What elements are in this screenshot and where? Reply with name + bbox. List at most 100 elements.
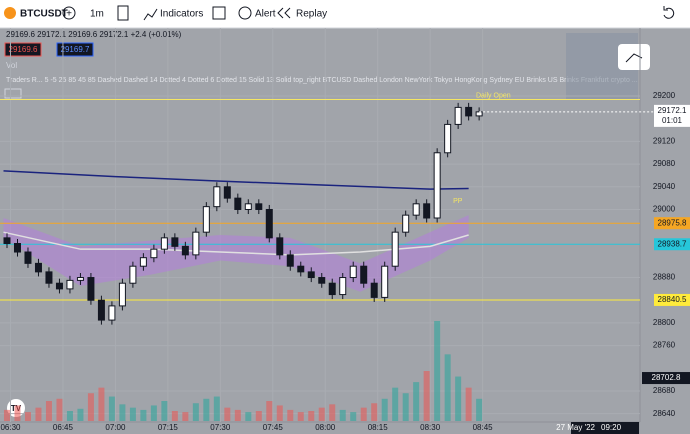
- alert[interactable]: Alert: [255, 9, 276, 20]
- crosshair-time: 09:20: [601, 423, 622, 432]
- crosshair-price: 28702.8: [652, 373, 681, 382]
- candle-body: [402, 214, 410, 233]
- volume-legend: Vol: [6, 61, 17, 70]
- price-badge: [654, 238, 690, 251]
- volume-bar: [77, 408, 84, 421]
- volume-bar: [476, 398, 483, 421]
- interval[interactable]: 1m: [90, 9, 104, 20]
- y-tick-label: 29080: [653, 159, 676, 168]
- candle-body: [454, 106, 462, 125]
- candle-body: [297, 265, 305, 273]
- volume-bar: [465, 387, 472, 421]
- candle-body: [265, 208, 273, 239]
- candle-body: [234, 197, 242, 210]
- replay-icon: [277, 7, 291, 19]
- collapse-legend[interactable]: [4, 88, 22, 99]
- volume-bar: [423, 371, 430, 421]
- candle-body: [328, 282, 336, 296]
- candle-body: [339, 277, 347, 296]
- drawing-tool[interactable]: [618, 44, 650, 70]
- replay[interactable]: Replay: [296, 9, 327, 20]
- indicator-line: [3, 231, 469, 256]
- price-badge: [654, 217, 690, 230]
- add-symbol[interactable]: [62, 6, 76, 20]
- volume-bar: [444, 354, 451, 421]
- crosshair-time-badge: [571, 422, 640, 434]
- volume-bar: [98, 387, 105, 421]
- layout-icon[interactable]: [212, 6, 226, 20]
- candle-body: [66, 279, 74, 290]
- volume-bar: [329, 404, 336, 421]
- volume-bar: [45, 401, 52, 421]
- volume-bar: [192, 403, 199, 421]
- symbol-icon[interactable]: [4, 7, 16, 19]
- indicator-legend: Traders R... 5 -5 25 85 45 85 Dashed Das…: [6, 77, 638, 84]
- volume-bar: [350, 412, 357, 421]
- level-name: Daily Open: [476, 92, 511, 99]
- candle-body: [307, 271, 315, 279]
- candle-body: [276, 237, 284, 256]
- volume-bar: [381, 398, 388, 421]
- alert-icon: [238, 6, 252, 20]
- volume-bar: [56, 398, 63, 421]
- volume-bar: [318, 407, 325, 421]
- candle-body: [3, 237, 11, 245]
- bid: 29169.6: [9, 45, 38, 54]
- candle-body: [118, 282, 126, 307]
- candle-body: [360, 265, 368, 284]
- candle-body: [475, 111, 483, 117]
- candle-body: [444, 123, 452, 154]
- candle-body: [150, 248, 158, 259]
- volume-bar: [224, 407, 231, 421]
- x-tick-label: 08:45: [473, 423, 494, 432]
- volume-bar: [392, 387, 399, 421]
- x-tick-label: 06:45: [53, 423, 74, 432]
- volume-bar: [108, 396, 115, 421]
- indicators[interactable]: Indicators: [160, 9, 203, 20]
- toolbar: [0, 0, 690, 28]
- volume-bar: [413, 382, 420, 421]
- volume-bar: [3, 409, 10, 421]
- last-price-badge: [654, 104, 690, 127]
- y-tick-label: 28640: [653, 409, 676, 418]
- candle-body: [181, 245, 189, 256]
- candle-body: [423, 203, 431, 219]
- volume-bar: [140, 409, 147, 421]
- ohlc: 29169.6 29172.1 29169.6 29172.1 +2.4 (+0…: [6, 30, 182, 39]
- x-tick-label: 07:30: [210, 423, 231, 432]
- bid-box[interactable]: [4, 42, 42, 57]
- chart-type[interactable]: [117, 5, 129, 21]
- y-tick-label: 28760: [653, 341, 676, 350]
- candle-body: [286, 254, 294, 267]
- candle-body: [129, 265, 137, 284]
- candle-body: [55, 282, 63, 290]
- ask-box[interactable]: [56, 42, 94, 57]
- volume-bar: [129, 407, 136, 421]
- candle-body: [108, 305, 116, 321]
- volume-bar: [434, 321, 441, 421]
- candle-body: [76, 277, 84, 281]
- undo-icon[interactable]: [663, 6, 675, 19]
- crosshair-date: 27 May '22: [556, 423, 595, 432]
- drawing-icon: [625, 53, 643, 63]
- volume-bar: [266, 401, 273, 421]
- x-tick-label: 08:15: [368, 423, 389, 432]
- candle-body: [171, 237, 179, 247]
- price-badge-label: 28938.7: [658, 239, 687, 248]
- pp-label: PP: [453, 198, 463, 205]
- price-badge: [654, 293, 690, 306]
- volume-bar: [255, 411, 262, 421]
- candle-body: [24, 251, 32, 264]
- volume-bar: [182, 412, 189, 421]
- volume-bar: [402, 393, 409, 421]
- volume-bar: [371, 403, 378, 421]
- indicators-icon: [143, 8, 158, 21]
- candle-body: [97, 299, 105, 321]
- candle-body: [192, 231, 200, 256]
- volume-bar: [455, 376, 462, 421]
- symbol[interactable]: BTCUSDT: [20, 9, 68, 20]
- candle-body: [223, 186, 231, 199]
- volume-bar: [161, 401, 168, 421]
- candle-body: [465, 106, 473, 117]
- candle-body: [412, 203, 420, 216]
